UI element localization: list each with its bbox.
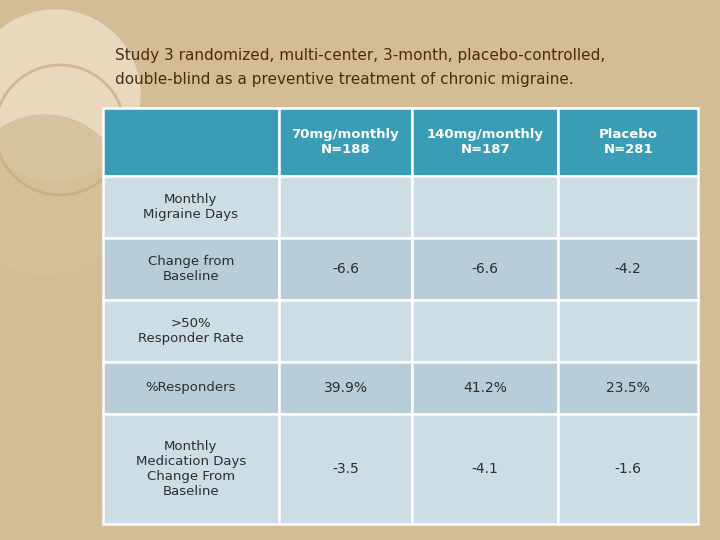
Bar bbox=[413, 108, 558, 176]
Text: 70mg/monthly
N=188: 70mg/monthly N=188 bbox=[292, 128, 400, 156]
Bar bbox=[103, 108, 279, 176]
Text: Placebo
N=281: Placebo N=281 bbox=[598, 128, 657, 156]
Text: -3.5: -3.5 bbox=[332, 462, 359, 476]
Bar bbox=[558, 414, 698, 524]
Text: >50%
Responder Rate: >50% Responder Rate bbox=[138, 317, 243, 345]
Text: -4.1: -4.1 bbox=[472, 462, 499, 476]
Bar bbox=[279, 414, 413, 524]
Text: -6.6: -6.6 bbox=[472, 262, 499, 276]
Text: -6.6: -6.6 bbox=[332, 262, 359, 276]
Bar bbox=[413, 300, 558, 362]
Text: Study 3 randomized, multi-center, 3-month, placebo-controlled,: Study 3 randomized, multi-center, 3-mont… bbox=[115, 48, 606, 63]
Text: 23.5%: 23.5% bbox=[606, 381, 650, 395]
Text: 39.9%: 39.9% bbox=[323, 381, 367, 395]
Text: -1.6: -1.6 bbox=[615, 462, 642, 476]
Bar bbox=[103, 176, 279, 238]
Bar bbox=[279, 362, 413, 414]
Text: %Responders: %Responders bbox=[145, 381, 236, 395]
Bar bbox=[558, 300, 698, 362]
Bar bbox=[558, 108, 698, 176]
Bar bbox=[413, 362, 558, 414]
Text: Monthly
Migraine Days: Monthly Migraine Days bbox=[143, 193, 238, 221]
Bar bbox=[103, 362, 279, 414]
Text: 140mg/monthly
N=187: 140mg/monthly N=187 bbox=[427, 128, 544, 156]
Bar bbox=[103, 300, 279, 362]
Text: Change from
Baseline: Change from Baseline bbox=[148, 255, 234, 283]
Circle shape bbox=[0, 115, 125, 275]
Circle shape bbox=[0, 10, 140, 180]
Bar bbox=[558, 238, 698, 300]
Bar bbox=[279, 238, 413, 300]
Bar bbox=[103, 414, 279, 524]
Bar bbox=[279, 176, 413, 238]
Bar bbox=[558, 176, 698, 238]
Bar bbox=[413, 238, 558, 300]
Text: Monthly
Medication Days
Change From
Baseline: Monthly Medication Days Change From Base… bbox=[135, 440, 246, 498]
Bar bbox=[413, 414, 558, 524]
Text: double-blind as a preventive treatment of chronic migraine.: double-blind as a preventive treatment o… bbox=[115, 72, 574, 87]
Bar bbox=[279, 300, 413, 362]
Circle shape bbox=[0, 40, 70, 120]
Bar bbox=[558, 362, 698, 414]
Bar bbox=[103, 238, 279, 300]
Bar bbox=[413, 176, 558, 238]
Bar bbox=[279, 108, 413, 176]
Text: 41.2%: 41.2% bbox=[464, 381, 507, 395]
Text: -4.2: -4.2 bbox=[615, 262, 642, 276]
